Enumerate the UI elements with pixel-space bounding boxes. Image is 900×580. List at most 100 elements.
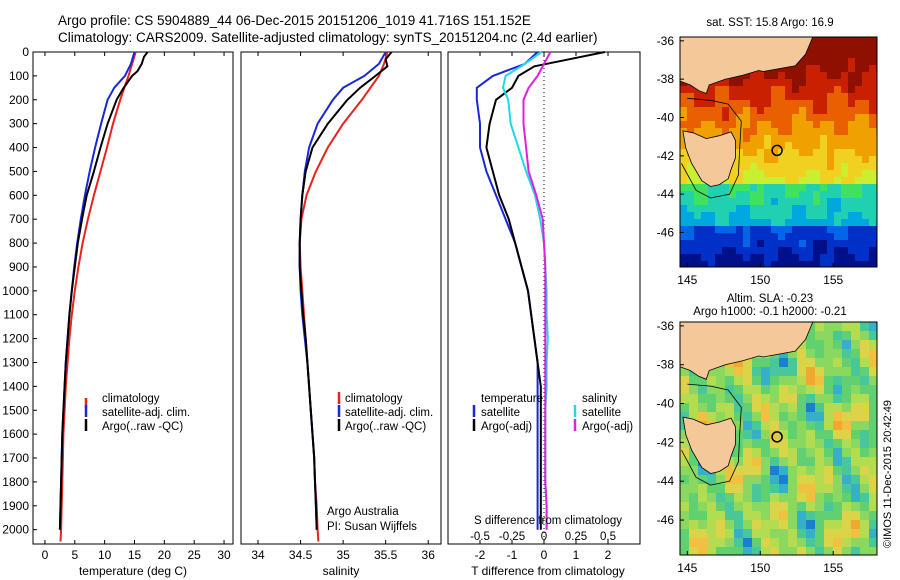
- field-cell: [722, 114, 729, 121]
- field-cell: [824, 421, 833, 430]
- field-cell: [792, 233, 799, 240]
- field-cell: [806, 412, 815, 421]
- field-cell: [788, 394, 797, 403]
- field-cell: [827, 121, 834, 128]
- field-cell: [860, 529, 869, 538]
- field-cell: [827, 170, 834, 177]
- field-cell: [707, 502, 716, 511]
- field-cell: [820, 107, 827, 114]
- field-cell: [862, 149, 869, 156]
- field-cell: [841, 65, 848, 72]
- field-cell: [842, 511, 851, 520]
- field-cell: [788, 376, 797, 385]
- field-cell: [701, 233, 708, 240]
- field-cell: [771, 135, 778, 142]
- field-cell: [687, 254, 694, 261]
- field-cell: [788, 493, 797, 502]
- field-cell: [750, 191, 757, 198]
- field-cell: [827, 128, 834, 135]
- field-cell: [842, 412, 851, 421]
- field-cell: [761, 493, 770, 502]
- field-cell: [827, 177, 834, 184]
- field-cell: [764, 254, 771, 261]
- field-cell: [813, 142, 820, 149]
- field-cell: [833, 439, 842, 448]
- depth-tick-label: 900: [9, 260, 29, 274]
- field-cell: [716, 520, 725, 529]
- field-cell: [855, 51, 862, 58]
- field-cell: [680, 484, 689, 493]
- field-cell: [680, 538, 689, 547]
- field-cell: [715, 184, 722, 191]
- field-cell: [855, 212, 862, 219]
- field-cell: [806, 198, 813, 205]
- field-cell: [820, 44, 827, 51]
- field-cell: [680, 412, 689, 421]
- field-cell: [750, 177, 757, 184]
- field-cell: [716, 412, 725, 421]
- depth-tick-label: 0: [22, 45, 29, 59]
- field-cell: [689, 376, 698, 385]
- field-cell: [815, 475, 824, 484]
- field-cell: [862, 135, 869, 142]
- field-cell: [715, 107, 722, 114]
- field-cell: [716, 547, 725, 555]
- field-cell: [851, 538, 860, 547]
- field-cell: [799, 93, 806, 100]
- field-cell: [770, 430, 779, 439]
- field-cell: [707, 376, 716, 385]
- field-cell: [806, 72, 813, 79]
- field-cell: [736, 240, 743, 247]
- field-cell: [722, 205, 729, 212]
- field-cell: [788, 529, 797, 538]
- field-cell: [824, 520, 833, 529]
- field-cell: [757, 72, 764, 79]
- field-cell: [715, 86, 722, 93]
- field-cell: [788, 367, 797, 376]
- legend-label-s-argo: Argo(-adj): [582, 421, 633, 433]
- field-cell: [761, 394, 770, 403]
- field-cell: [725, 484, 734, 493]
- field-cell: [842, 502, 851, 511]
- field-cell: [834, 107, 841, 114]
- field-cell: [778, 191, 785, 198]
- field-cell: [761, 457, 770, 466]
- field-cell: [779, 430, 788, 439]
- field-cell: [869, 502, 877, 511]
- field-cell: [770, 511, 779, 520]
- field-cell: [716, 484, 725, 493]
- field-cell: [761, 385, 770, 394]
- annotation-line-1: Argo Australia: [327, 506, 399, 518]
- field-cell: [869, 538, 877, 547]
- field-cell: [779, 376, 788, 385]
- field-cell: [806, 376, 815, 385]
- field-cell: [788, 484, 797, 493]
- field-cell: [806, 177, 813, 184]
- field-cell: [851, 475, 860, 484]
- field-cell: [815, 322, 824, 331]
- field-cell: [785, 240, 792, 247]
- field-cell: [841, 107, 848, 114]
- field-cell: [806, 484, 815, 493]
- field-cell: [725, 493, 734, 502]
- field-cell: [680, 430, 689, 439]
- field-cell: [862, 156, 869, 163]
- field-cell: [869, 261, 876, 267]
- field-cell: [851, 349, 860, 358]
- x-tick-label: 15: [128, 548, 142, 562]
- field-cell: [743, 529, 752, 538]
- field-cell: [841, 156, 848, 163]
- field-cell: [797, 547, 806, 555]
- field-cell: [687, 233, 694, 240]
- field-cell: [827, 93, 834, 100]
- map-x-tick-label: 155: [823, 273, 843, 287]
- field-cell: [778, 72, 785, 79]
- field-cell: [841, 51, 848, 58]
- field-cell: [764, 219, 771, 226]
- field-cell: [778, 107, 785, 114]
- field-cell: [833, 484, 842, 493]
- field-cell: [771, 205, 778, 212]
- field-cell: [680, 247, 687, 254]
- field-cell: [694, 254, 701, 261]
- field-cell: [778, 163, 785, 170]
